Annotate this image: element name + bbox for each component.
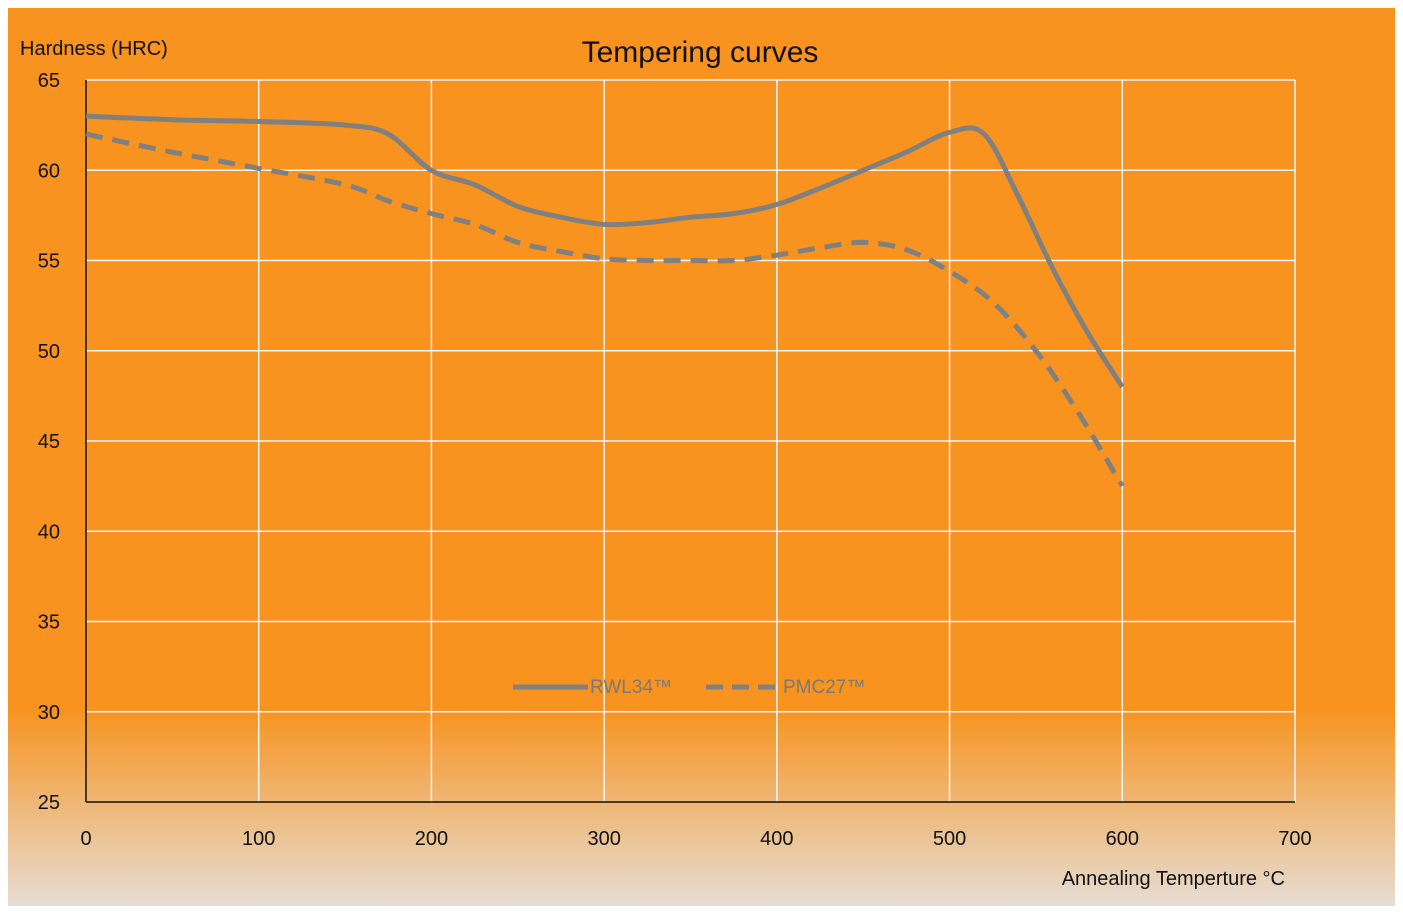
gridlines xyxy=(86,79,1296,802)
y-tick-label: 65 xyxy=(38,70,60,92)
x-tick-label: 300 xyxy=(587,828,620,850)
y-tick-label: 25 xyxy=(38,792,60,814)
legend-label-pmc27: PMC27™ xyxy=(783,677,865,698)
axes xyxy=(85,80,1295,803)
x-tick-label: 0 xyxy=(80,828,91,850)
x-axis-label: Annealing Temperture °C xyxy=(1062,868,1285,890)
y-tick-label: 40 xyxy=(38,521,60,543)
series-line-pmc27 xyxy=(85,131,1125,488)
x-tick-label: 200 xyxy=(415,828,448,850)
chart-background xyxy=(8,8,1395,906)
y-tick-label: 45 xyxy=(38,431,60,453)
legend-label-rwl34: RWL34™ xyxy=(590,677,672,698)
x-tick-label: 100 xyxy=(242,828,275,850)
x-tick-label: 700 xyxy=(1278,828,1311,850)
y-tick-label: 35 xyxy=(38,612,60,634)
legend: RWL34™ PMC27™ xyxy=(513,677,865,698)
tick-labels: 25 30 35 40 45 50 55 60 65 0 100 200 300 400 500 600 700 xyxy=(38,70,1312,850)
y-tick-label: 60 xyxy=(38,160,60,182)
y-tick-label: 55 xyxy=(38,251,60,273)
y-tick-label: 50 xyxy=(38,341,60,363)
series-lines xyxy=(85,113,1125,488)
chart-title: Tempering curves xyxy=(582,36,819,69)
y-tick-label: 30 xyxy=(38,702,60,724)
x-tick-label: 500 xyxy=(933,828,966,850)
series-line-rwl34 xyxy=(85,113,1125,389)
x-tick-label: 400 xyxy=(760,828,793,850)
x-tick-label: 600 xyxy=(1106,828,1139,850)
y-axis-label: Hardness (HRC) xyxy=(20,38,168,60)
